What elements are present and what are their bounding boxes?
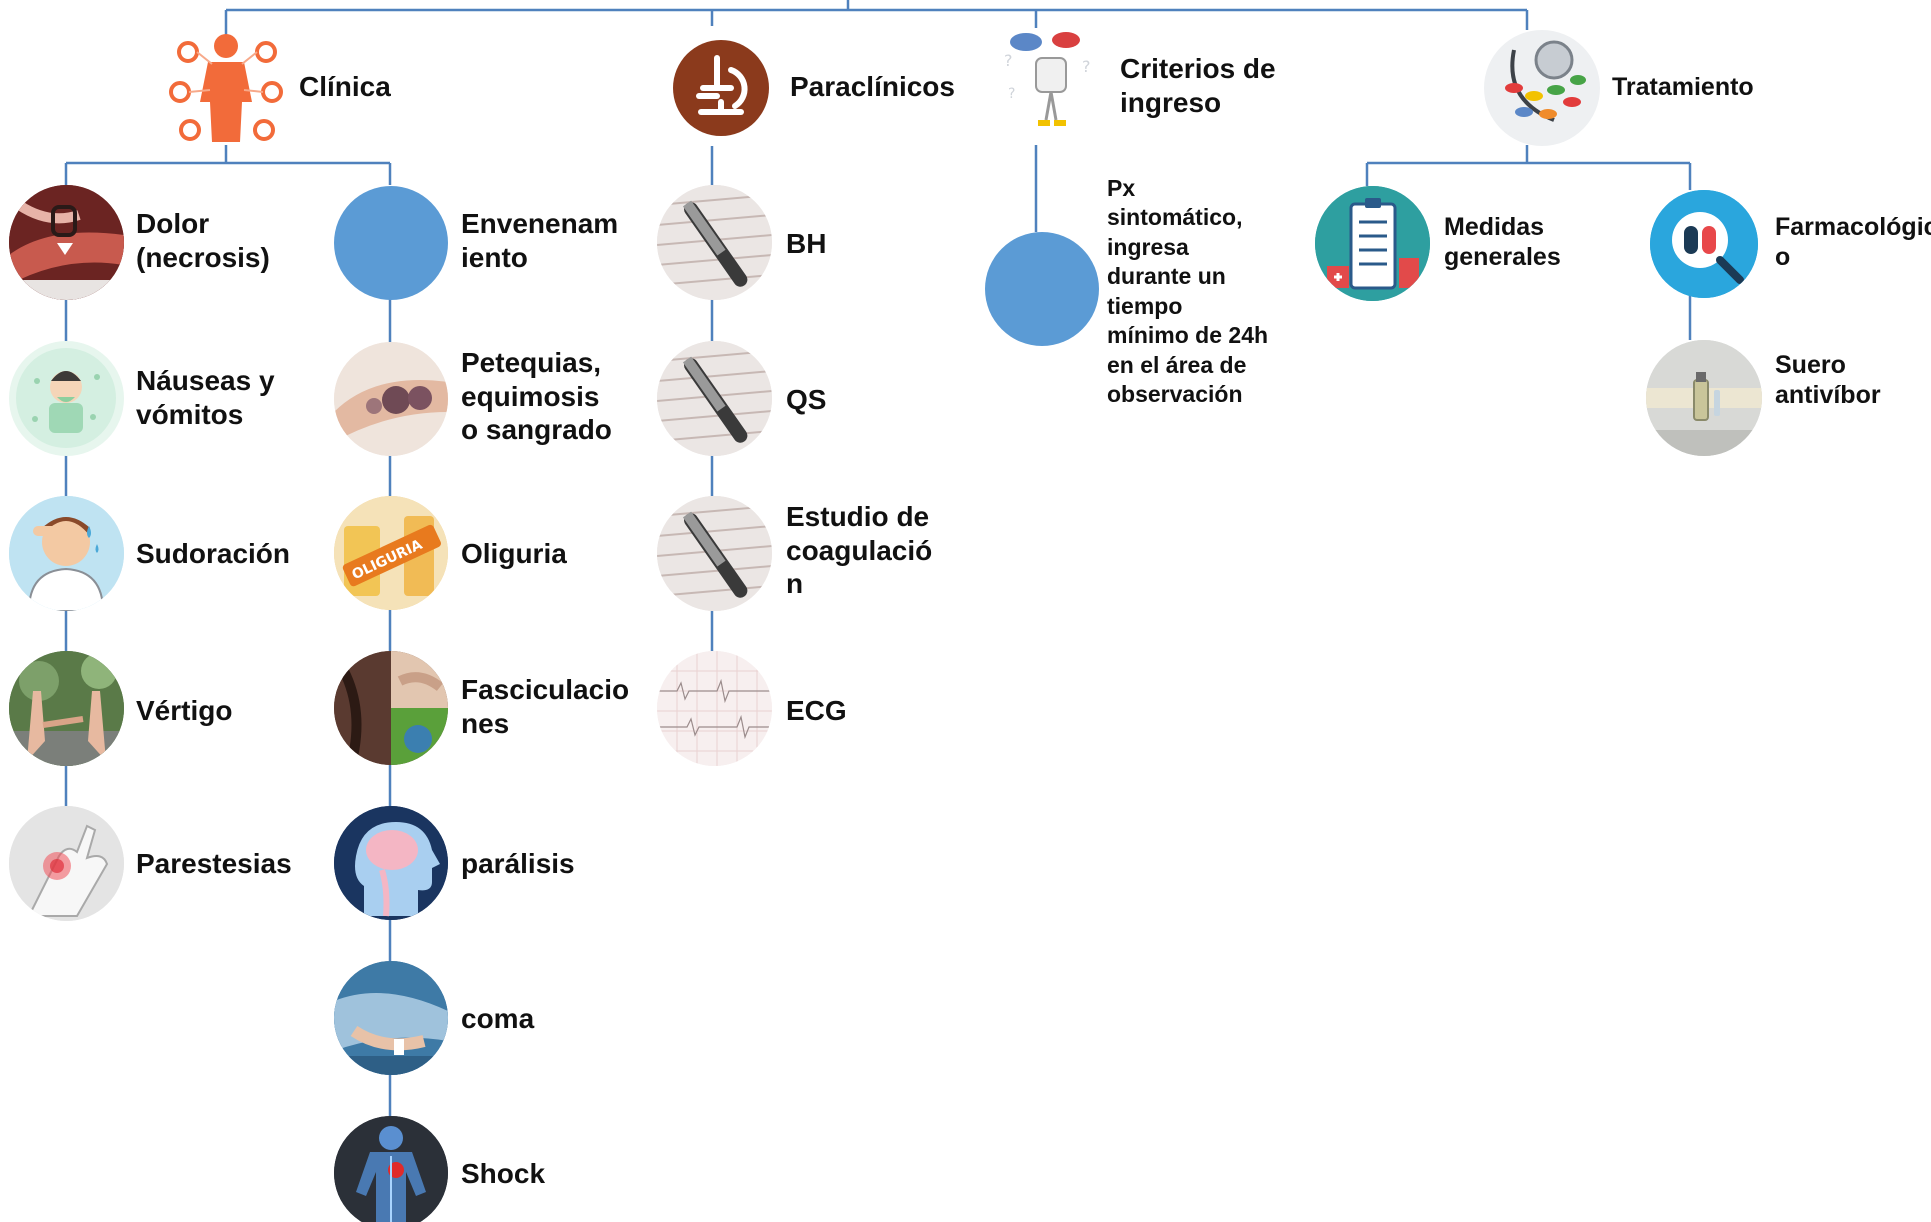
paraclinicos-label-coagulacion: Estudio de coagulació n <box>786 500 932 601</box>
petequias-line-3: o sangrado <box>461 414 612 446</box>
muscle-twitch-icon <box>334 651 448 765</box>
brain-head-icon <box>334 806 448 920</box>
category-label-criterios: Criterios de ingreso <box>1120 52 1276 119</box>
criterios-description: Px sintomático, ingresa durante un tiemp… <box>1107 174 1268 410</box>
criterios-line-1: Criterios de <box>1120 53 1276 84</box>
dolor-line-1: Dolor <box>136 208 210 239</box>
lab-report-icon <box>657 185 772 300</box>
clinica-label-coma: coma <box>461 1003 535 1034</box>
criterios-text-line-4: durante un <box>1107 263 1226 290</box>
paraclinicos-label-qs: QS <box>786 384 827 415</box>
pill-magnifier-icon <box>1650 190 1758 298</box>
thinking-person-icon: ? ? ? <box>998 28 1102 146</box>
farmacologico-line-2: o <box>1775 243 1791 271</box>
clinica-label-shock: Shock <box>461 1158 546 1189</box>
envenenamiento-line-2: iento <box>461 241 528 273</box>
hospital-patient-icon <box>334 961 448 1075</box>
body-circulation-icon <box>334 1116 448 1222</box>
clinica-label-paralisis: parálisis <box>461 848 575 879</box>
medicine-pills-icon <box>1484 30 1600 146</box>
lab-report-icon <box>657 341 772 456</box>
svg-text:?: ? <box>1008 86 1015 102</box>
coagulacion-line-2: coagulació <box>786 534 933 566</box>
category-label-clinica: Clínica <box>299 71 391 102</box>
tratamiento-label-medidas: Medidas generales <box>1444 212 1561 272</box>
wrist-pain-icon <box>9 806 124 921</box>
nausea-icon <box>9 341 124 456</box>
body-organs-icon <box>168 30 284 146</box>
criterios-text-line-8: observación <box>1107 381 1243 408</box>
fasciculaciones-line-1: Fasciculacio <box>461 674 630 705</box>
farmacologico-line-1: Farmacológic <box>1775 213 1931 241</box>
suero-line-1: Suero <box>1775 351 1846 379</box>
envenenamiento-blank-circle <box>334 186 448 300</box>
clinica-label-fasciculaciones: Fasciculacio nes <box>461 673 629 740</box>
sweating-person-icon <box>9 496 124 611</box>
svg-text:?: ? <box>1004 51 1013 70</box>
category-label-paraclinicos: Paraclínicos <box>790 71 955 102</box>
clinica-label-vertigo: Vértigo <box>136 695 233 726</box>
bruised-finger-icon <box>334 342 448 456</box>
hospital-clipboard-icon <box>1315 186 1430 301</box>
clinica-label-nauseas: Náuseas y vómitos <box>136 364 275 431</box>
lab-report-icon <box>657 496 772 611</box>
clinica-label-sudoracion: Sudoración <box>136 538 291 569</box>
paraclinicos-label-ecg: ECG <box>786 695 847 726</box>
suero-line-2: antivíbor <box>1775 381 1881 409</box>
criterios-text-line-3: ingresa <box>1107 233 1189 260</box>
criterios-text-line-7: en el área de <box>1107 351 1247 378</box>
necrosis-arm-icon <box>9 185 124 300</box>
criterios-text-line-6: mínimo de 24h <box>1107 322 1269 349</box>
petequias-line-2: equimosis <box>461 380 600 412</box>
criterios-line-2: ingreso <box>1120 86 1222 118</box>
criterios-text-line-1: Px <box>1107 175 1136 201</box>
clinica-label-envenenamiento: Envenenam iento <box>461 207 618 274</box>
nauseas-line-1: Náuseas y <box>136 365 275 396</box>
fasciculaciones-line-2: nes <box>461 707 510 739</box>
criterios-blank-circle <box>985 232 1099 346</box>
dizzy-hands-icon <box>9 651 124 766</box>
medidas-line-2: generales <box>1444 243 1561 271</box>
tratamiento-label-suero: Suero antivíbor <box>1775 350 1881 410</box>
svg-text:?: ? <box>1082 57 1091 76</box>
coagulacion-line-1: Estudio de <box>786 501 930 532</box>
petequias-line-1: Petequias, <box>461 347 602 378</box>
microscope-icon <box>673 40 769 136</box>
ecg-paper-icon <box>657 651 772 766</box>
antivenom-vial-icon <box>1646 340 1762 456</box>
clinica-label-parestesias: Parestesias <box>136 848 292 879</box>
tratamiento-label-farmacologico: Farmacológic o <box>1775 212 1931 272</box>
paraclinicos-label-bh: BH <box>786 228 827 259</box>
clinica-label-petequias: Petequias, equimosis o sangrado <box>461 346 612 447</box>
coagulacion-line-3: n <box>786 568 804 600</box>
urine-sample-icon: OLIGURIA <box>334 496 448 610</box>
medidas-line-1: Medidas <box>1444 213 1545 241</box>
criterios-text-line-2: sintomático, <box>1107 204 1243 231</box>
nauseas-line-2: vómitos <box>136 398 244 430</box>
criterios-text-line-5: tiempo <box>1107 292 1183 319</box>
clinica-label-dolor: Dolor (necrosis) <box>136 207 270 274</box>
envenenamiento-line-1: Envenenam <box>461 208 619 239</box>
category-label-tratamiento: Tratamiento <box>1612 73 1754 101</box>
dolor-line-2: (necrosis) <box>136 241 270 273</box>
clinica-label-oliguria: Oliguria <box>461 538 567 569</box>
